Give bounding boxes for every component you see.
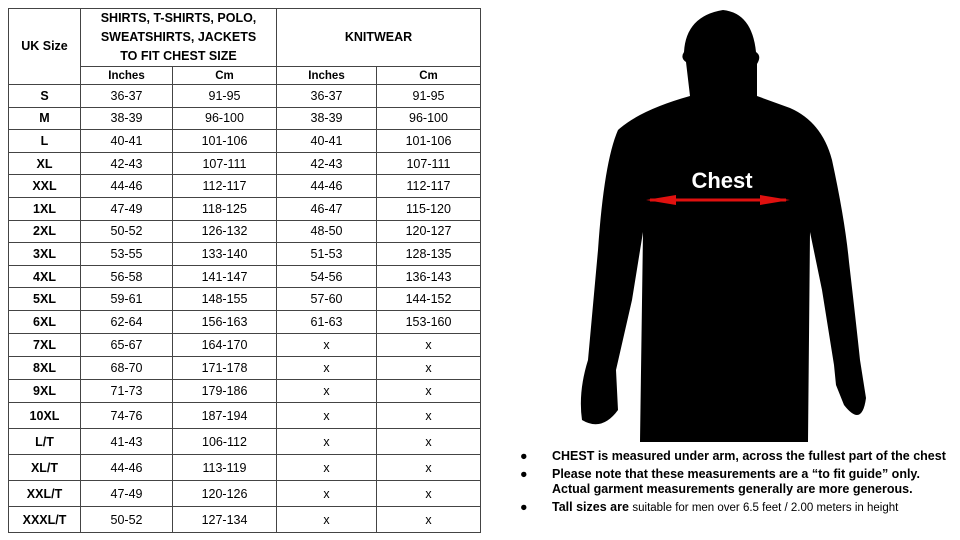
measurement-cell: 42-43 bbox=[276, 151, 377, 176]
table-row: XXXL/T 50-52 127-134 x x bbox=[8, 506, 481, 534]
knitwear-cm-header: Cm bbox=[376, 66, 481, 85]
measurement-cell: 41-43 bbox=[80, 428, 173, 456]
measurement-cell: 120-126 bbox=[172, 480, 277, 508]
measurement-cell: 118-125 bbox=[172, 196, 277, 221]
measurement-cell: x bbox=[376, 332, 481, 357]
measurement-cell: x bbox=[276, 480, 377, 508]
table-row: L 40-41 101-106 40-41 101-106 bbox=[8, 129, 481, 153]
measurement-cell: 187-194 bbox=[172, 402, 277, 430]
note-item: ● CHEST is measured under arm, across the… bbox=[518, 449, 958, 465]
table-row: M 38-39 96-100 38-39 96-100 bbox=[8, 106, 481, 131]
measurement-cell: 127-134 bbox=[172, 506, 277, 534]
measurement-cell: 44-46 bbox=[80, 454, 173, 482]
table-row: XXL 44-46 112-117 44-46 112-117 bbox=[8, 174, 481, 198]
size-cell: XXXL/T bbox=[8, 506, 81, 534]
size-cell: XL/T bbox=[8, 454, 81, 482]
chest-arrow bbox=[646, 195, 790, 205]
bullet-icon: ● bbox=[520, 499, 528, 514]
table-row: 2XL 50-52 126-132 48-50 120-127 bbox=[8, 219, 481, 244]
note-text-normal: suitable for men over 6.5 feet / 2.00 me… bbox=[632, 501, 899, 514]
measurement-cell: x bbox=[376, 506, 481, 534]
table-row: S 36-37 91-95 36-37 91-95 bbox=[8, 84, 481, 108]
size-cell: 9XL bbox=[8, 379, 81, 404]
table-row: 1XL 47-49 118-125 46-47 115-120 bbox=[8, 196, 481, 221]
measurement-cell: 50-52 bbox=[80, 219, 173, 244]
measurement-cell: 106-112 bbox=[172, 428, 277, 456]
uk-size-header: UK Size bbox=[8, 8, 81, 85]
measurement-cell: x bbox=[376, 402, 481, 430]
size-cell: 2XL bbox=[8, 219, 81, 244]
measurement-cell: x bbox=[276, 402, 377, 430]
table-row: 6XL 62-64 156-163 61-63 153-160 bbox=[8, 309, 481, 334]
measurement-cell: 171-178 bbox=[172, 355, 277, 381]
table-row: 8XL 68-70 171-178 x x bbox=[8, 355, 481, 381]
man-silhouette bbox=[580, 10, 866, 442]
shirts-cm-header: Cm bbox=[172, 66, 277, 85]
measurement-cell: x bbox=[376, 379, 481, 404]
measurement-cell: 42-43 bbox=[80, 151, 173, 176]
measurement-cell: 62-64 bbox=[80, 309, 173, 334]
bullet-icon: ● bbox=[520, 466, 528, 481]
measurement-cell: x bbox=[376, 428, 481, 456]
note-text: Tall sizes are bbox=[552, 499, 633, 514]
measurement-cell: 112-117 bbox=[172, 174, 277, 198]
notes-list: ● CHEST is measured under arm, across the… bbox=[518, 449, 958, 518]
measurement-cell: 144-152 bbox=[376, 287, 481, 311]
measurement-cell: 50-52 bbox=[80, 506, 173, 534]
measurement-cell: 46-47 bbox=[276, 196, 377, 221]
table-row: 9XL 71-73 179-186 x x bbox=[8, 379, 481, 404]
shirts-header: SHIRTS, T-SHIRTS, POLO, SWEATSHIRTS, JAC… bbox=[80, 8, 277, 67]
measurement-cell: 44-46 bbox=[276, 174, 377, 198]
measurement-cell: 74-76 bbox=[80, 402, 173, 430]
knitwear-inches-header: Inches bbox=[276, 66, 377, 85]
measurement-cell: x bbox=[276, 379, 377, 404]
chest-label: Chest bbox=[691, 168, 753, 193]
size-cell: XXL bbox=[8, 174, 81, 198]
measurement-cell: 101-106 bbox=[172, 129, 277, 153]
table-row: 10XL 74-76 187-194 x x bbox=[8, 402, 481, 430]
bullet-icon: ● bbox=[520, 449, 528, 463]
size-cell: 8XL bbox=[8, 355, 81, 381]
measurement-cell: 36-37 bbox=[80, 84, 173, 108]
measurement-cell: x bbox=[276, 428, 377, 456]
size-cell: 3XL bbox=[8, 242, 81, 266]
note-item: ● Please note that these measurements are… bbox=[518, 467, 958, 498]
measurement-cell: 91-95 bbox=[172, 84, 277, 108]
measurement-cell: x bbox=[276, 506, 377, 534]
knitwear-header: KNITWEAR bbox=[276, 8, 481, 67]
table-row: 7XL 65-67 164-170 x x bbox=[8, 332, 481, 357]
measurement-cell: 156-163 bbox=[172, 309, 277, 334]
size-chart-table: UK Size SHIRTS, T-SHIRTS, POLO, SWEATSHI… bbox=[8, 8, 481, 534]
note-text: Please note that these measurements are … bbox=[552, 466, 920, 497]
measurement-cell: 107-111 bbox=[172, 151, 277, 176]
note-text: CHEST is measured under arm, across the … bbox=[552, 449, 946, 463]
measurement-cell: 71-73 bbox=[80, 379, 173, 404]
table-row: XXL/T 47-49 120-126 x x bbox=[8, 480, 481, 508]
measurement-cell: x bbox=[376, 480, 481, 508]
table-row: XL 42-43 107-111 42-43 107-111 bbox=[8, 151, 481, 176]
note-item: ● Tall sizes are suitable for men over 6.… bbox=[518, 500, 958, 517]
size-cell: 10XL bbox=[8, 402, 81, 430]
measurement-cell: 128-135 bbox=[376, 242, 481, 266]
measurement-cell: 68-70 bbox=[80, 355, 173, 381]
measurement-cell: 96-100 bbox=[172, 106, 277, 131]
measurement-cell: 179-186 bbox=[172, 379, 277, 404]
measurement-cell: 96-100 bbox=[376, 106, 481, 131]
table-row: XL/T 44-46 113-119 x x bbox=[8, 454, 481, 482]
measurement-cell: 38-39 bbox=[276, 106, 377, 131]
